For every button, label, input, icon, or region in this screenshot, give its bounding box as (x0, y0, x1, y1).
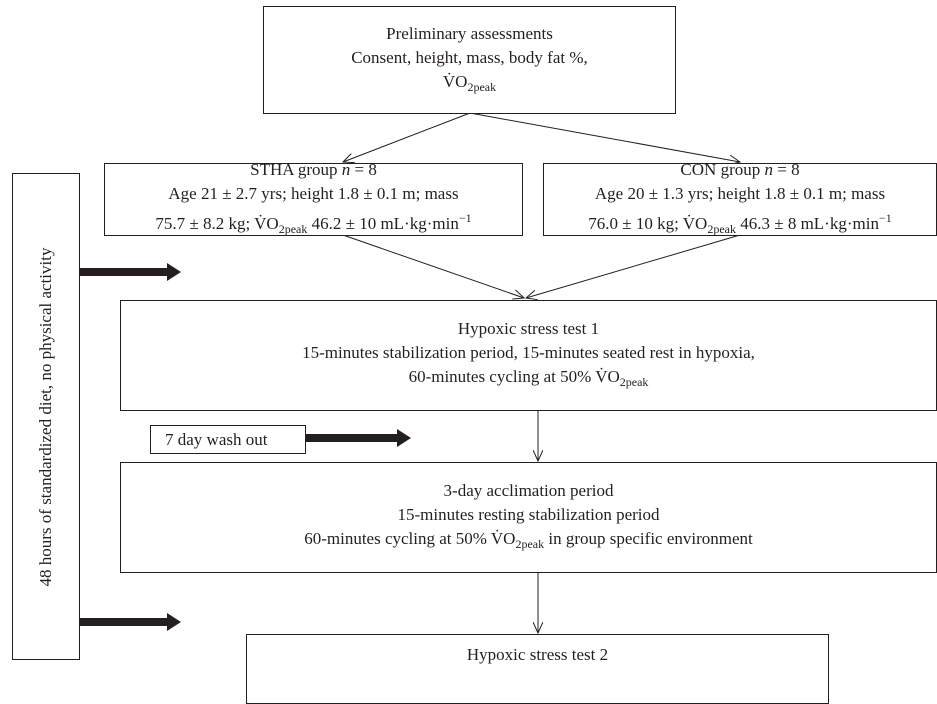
text: = 8 (350, 160, 377, 179)
text: 7 day wash out (165, 429, 268, 449)
text: Age 21 ± 2.7 yrs; height 1.8 ± 0.1 m; ma… (168, 184, 459, 203)
text: −1 (458, 211, 472, 225)
text: 60-minutes cycling at 50% V̇O (408, 367, 620, 386)
text: STHA group (250, 160, 342, 179)
arrow (526, 234, 741, 298)
node-hypoxic-test-2: Hypoxic stress test 2 (246, 634, 829, 704)
text: 46.2 ± 10 mL·kg·min (307, 214, 459, 233)
text: Preliminary assessments (386, 23, 553, 43)
node-preliminary: Preliminary assessments Consent, height,… (263, 6, 676, 114)
text: Age 20 ± 1.3 yrs; height 1.8 ± 0.1 m; ma… (594, 184, 886, 203)
node-con: CON group n = 8 Age 20 ± 1.3 yrs; height… (543, 160, 937, 236)
text: 15-minutes resting stabilization period (397, 505, 660, 524)
text: Hypoxic stress test 1 (457, 319, 600, 338)
diet-label-box: 48 hours of standardized diet, no physic… (12, 173, 80, 660)
node-hypoxic-test-1: Hypoxic stress test 1 15-minutes stabili… (120, 300, 937, 411)
text: 15-minutes stabilization period, 15-minu… (302, 343, 755, 362)
text: −1 (878, 211, 892, 225)
text: in group specific environment (544, 529, 753, 548)
washout-label: 7 day wash out (150, 425, 306, 454)
node-acclimation: 3-day acclimation period 15-minutes rest… (120, 462, 937, 573)
arrow (343, 112, 471, 162)
text: 60-minutes cycling at 50% V̇O (304, 529, 516, 548)
text: CON group (680, 160, 765, 179)
text: 48 hours of standardized diet, no physic… (36, 247, 55, 586)
text: 2peak (467, 79, 497, 94)
text: 76.0 ± 10 kg; V̇O (588, 214, 708, 233)
text: V̇O (442, 71, 468, 91)
node-stha: STHA group n = 8 Age 21 ± 2.7 yrs; heigh… (104, 160, 523, 236)
text: 2peak (278, 222, 308, 236)
text: 2peak (619, 375, 649, 389)
text: = 8 (772, 160, 800, 179)
text: n (764, 160, 773, 179)
text: n (341, 160, 351, 179)
arrow (342, 234, 524, 298)
text: 3-day acclimation period (443, 481, 614, 500)
arrow (469, 112, 740, 162)
text: Consent, height, mass, body fat %, (351, 47, 588, 67)
text: 46.3 ± 8 mL·kg·min (735, 214, 879, 233)
text: 2peak (515, 537, 545, 551)
text: Hypoxic stress test 2 (466, 645, 609, 664)
text: 2peak (707, 222, 736, 236)
text: 75.7 ± 8.2 kg; V̇O (155, 214, 279, 233)
